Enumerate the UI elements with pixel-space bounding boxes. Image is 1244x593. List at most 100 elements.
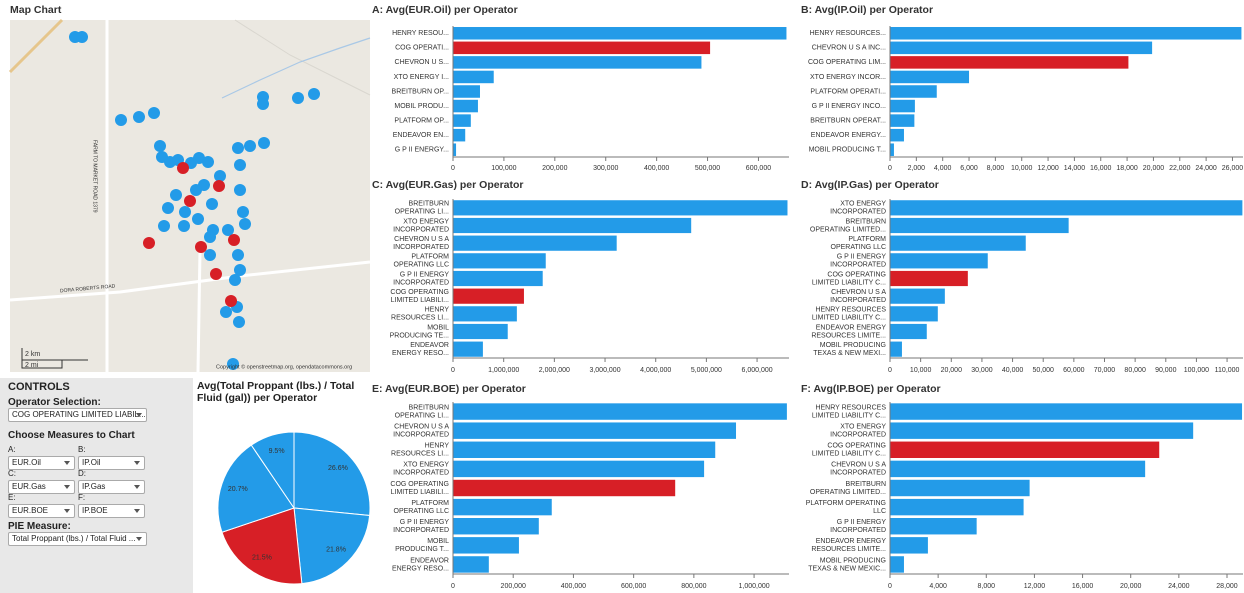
bar bbox=[890, 143, 894, 156]
map-marker[interactable] bbox=[76, 31, 88, 43]
map-marker[interactable] bbox=[257, 98, 269, 110]
map-markers bbox=[69, 31, 320, 370]
y-tick-label: HENRY RESOURCES bbox=[815, 307, 886, 314]
x-tick-label: 110,000 bbox=[1215, 367, 1240, 374]
y-tick-label: COG OPERATING bbox=[390, 481, 449, 488]
map-marker[interactable] bbox=[258, 137, 270, 149]
y-tick-label: PLATFORM bbox=[411, 500, 449, 507]
map-marker[interactable] bbox=[232, 249, 244, 261]
x-tick-label: 16,000 bbox=[1090, 165, 1112, 172]
map-marker[interactable] bbox=[204, 231, 216, 243]
bar bbox=[453, 518, 539, 535]
map-marker[interactable] bbox=[195, 241, 207, 253]
measure-cell: F: IP.BOE bbox=[78, 493, 146, 518]
map-marker[interactable] bbox=[232, 142, 244, 154]
bar bbox=[890, 479, 1030, 497]
map-marker[interactable] bbox=[190, 184, 202, 196]
map-marker[interactable] bbox=[178, 220, 190, 232]
bar bbox=[453, 270, 543, 287]
map-marker[interactable] bbox=[222, 224, 234, 236]
map-marker[interactable] bbox=[234, 264, 246, 276]
map-marker[interactable] bbox=[234, 159, 246, 171]
y-tick-label: RESOURCES LIMITE... bbox=[811, 332, 886, 339]
map-marker[interactable] bbox=[170, 189, 182, 201]
map-marker[interactable] bbox=[239, 218, 251, 230]
pie-value-label: 21.5% bbox=[252, 555, 272, 562]
map-marker[interactable] bbox=[214, 170, 226, 182]
map-marker[interactable] bbox=[115, 114, 127, 126]
x-tick-label: 100,000 bbox=[491, 165, 516, 172]
y-tick-label: PRODUCING T... bbox=[395, 546, 449, 553]
y-tick-label: HENRY bbox=[425, 443, 450, 450]
map-marker[interactable] bbox=[179, 206, 191, 218]
select-value: EUR.Gas bbox=[12, 482, 46, 491]
y-tick-label: OPERATING LIMITED... bbox=[810, 489, 886, 496]
map-marker[interactable] bbox=[154, 140, 166, 152]
map-road-label: DORA ROBERTS ROAD bbox=[60, 283, 116, 294]
y-tick-label: CHEVRON U S A bbox=[394, 236, 449, 243]
map-marker[interactable] bbox=[202, 156, 214, 168]
x-tick-label: 200,000 bbox=[501, 583, 526, 590]
measures-label: Choose Measures to Chart bbox=[8, 430, 135, 441]
bar bbox=[453, 537, 519, 554]
map-marker[interactable] bbox=[229, 274, 241, 286]
map-markers-selected bbox=[143, 162, 240, 307]
y-tick-label: XTO ENERGY bbox=[403, 462, 449, 469]
measure-select[interactable]: IP.BOE bbox=[78, 504, 145, 518]
y-tick-label: CHEVRON U S A bbox=[831, 462, 886, 469]
y-tick-label: RESOURCES LI... bbox=[391, 451, 449, 458]
y-tick-label: MOBIL PRODUCING T... bbox=[809, 147, 886, 154]
measure-select[interactable]: EUR.Gas bbox=[8, 480, 75, 494]
map-marker[interactable] bbox=[192, 213, 204, 225]
map-marker[interactable] bbox=[193, 152, 205, 164]
map-scale-label: 2 mi bbox=[25, 362, 39, 369]
measure-select[interactable]: EUR.BOE bbox=[8, 504, 75, 518]
map-marker[interactable] bbox=[184, 195, 196, 207]
map-marker[interactable] bbox=[234, 184, 246, 196]
pie-measure-select[interactable]: Total Proppant (lbs.) / Total Fluid ... bbox=[8, 532, 147, 546]
y-tick-label: INCORPORATED bbox=[830, 470, 886, 477]
map-marker[interactable] bbox=[158, 220, 170, 232]
bar bbox=[890, 253, 988, 269]
map-marker[interactable] bbox=[177, 162, 189, 174]
y-tick-label: TEXAS & NEW MEXIC... bbox=[808, 565, 886, 572]
pie-value-label: 9.5% bbox=[269, 448, 285, 455]
map-marker[interactable] bbox=[233, 316, 245, 328]
measure-select[interactable]: IP.Gas bbox=[78, 480, 145, 494]
y-tick-label: COG OPERATING bbox=[390, 289, 449, 296]
x-tick-label: 30,000 bbox=[971, 367, 993, 374]
bar bbox=[453, 479, 676, 497]
y-tick-label: COG OPERATING LIM... bbox=[808, 59, 886, 66]
y-tick-label: LIMITED LIABILI... bbox=[391, 297, 449, 304]
bar bbox=[453, 441, 716, 458]
x-tick-label: 80,000 bbox=[1124, 367, 1146, 374]
operator-select[interactable]: COG OPERATING LIMITED LIABIL... bbox=[8, 408, 147, 422]
map-marker[interactable] bbox=[308, 88, 320, 100]
map-marker[interactable] bbox=[206, 198, 218, 210]
x-tick-label: 12,000 bbox=[1024, 583, 1046, 590]
map-marker[interactable] bbox=[210, 268, 222, 280]
map-title: Map Chart bbox=[10, 4, 62, 16]
pie-value-label: 26.6% bbox=[328, 465, 348, 472]
map-marker[interactable] bbox=[133, 111, 145, 123]
measure-select[interactable]: IP.Oil bbox=[78, 456, 145, 470]
map-marker[interactable] bbox=[227, 358, 239, 370]
map-marker[interactable] bbox=[204, 249, 216, 261]
y-tick-label: OPERATING LLC bbox=[394, 262, 450, 269]
x-tick-label: 1,000,000 bbox=[738, 583, 769, 590]
map-marker[interactable] bbox=[213, 180, 225, 192]
map-marker[interactable] bbox=[148, 107, 160, 119]
x-tick-label: 600,000 bbox=[746, 165, 771, 172]
y-tick-label: BREITBURN OP... bbox=[392, 88, 449, 95]
map-marker[interactable] bbox=[220, 306, 232, 318]
map-marker[interactable] bbox=[162, 202, 174, 214]
map-marker[interactable] bbox=[244, 140, 256, 152]
y-tick-label: OPERATING LLC bbox=[394, 508, 450, 515]
map-marker[interactable] bbox=[237, 206, 249, 218]
map-marker[interactable] bbox=[143, 237, 155, 249]
map-marker[interactable] bbox=[225, 295, 237, 307]
measure-select[interactable]: EUR.Oil bbox=[8, 456, 75, 470]
map-marker[interactable] bbox=[292, 92, 304, 104]
map-marker[interactable] bbox=[228, 234, 240, 246]
x-tick-label: 10,000 bbox=[910, 367, 932, 374]
